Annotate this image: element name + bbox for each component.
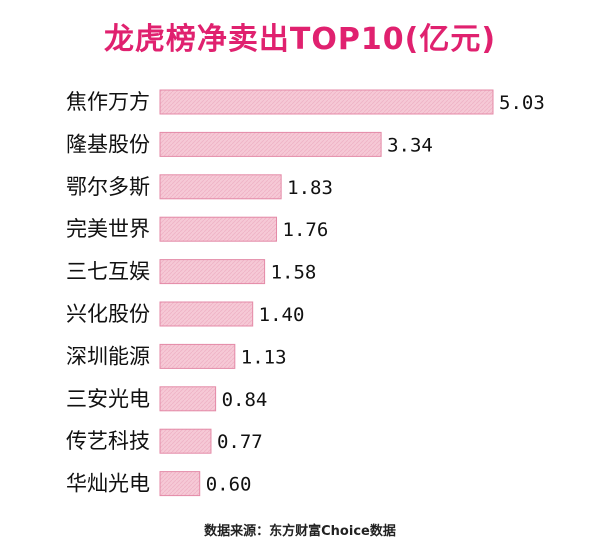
- bar: [159, 259, 266, 285]
- value-label: 5.03: [499, 92, 545, 114]
- category-label: 鄂尔多斯: [66, 175, 150, 199]
- value-label: 1.13: [241, 346, 287, 368]
- value-label: 3.34: [387, 134, 433, 156]
- value-label: 1.40: [259, 304, 305, 326]
- bars-group: 焦作万方 5.03 隆基股份 3.34 鄂尔多斯 1.83 完美世界 1.76 三七互娱 1.58…: [66, 89, 545, 497]
- bar: [159, 216, 278, 242]
- value-label: 0.84: [222, 389, 268, 411]
- category-label: 深圳能源: [66, 344, 150, 368]
- category-label: 焦作万方: [66, 90, 150, 114]
- value-label: 1.58: [271, 262, 317, 284]
- bar: [159, 174, 282, 200]
- category-label: 三安光电: [66, 387, 150, 411]
- category-label: 华灿光电: [66, 472, 150, 496]
- chart-title: 龙虎榜净卖出TOP10(亿元): [103, 22, 497, 57]
- chart-source: 数据来源：东方财富Choice数据: [204, 524, 396, 539]
- value-label: 0.60: [206, 474, 252, 496]
- bar: [159, 428, 212, 454]
- value-label: 0.77: [217, 431, 263, 453]
- bar: [159, 343, 236, 369]
- category-label: 传艺科技: [66, 429, 150, 453]
- value-label: 1.83: [287, 177, 333, 199]
- bar: [159, 131, 382, 157]
- bar: [159, 471, 201, 497]
- bar: [159, 386, 217, 412]
- category-label: 隆基股份: [66, 132, 150, 156]
- bar: [159, 89, 494, 115]
- category-label: 三七互娱: [66, 260, 150, 284]
- bar: [159, 301, 254, 327]
- category-label: 兴化股份: [66, 302, 150, 326]
- category-label: 完美世界: [66, 217, 150, 241]
- value-label: 1.76: [283, 219, 329, 241]
